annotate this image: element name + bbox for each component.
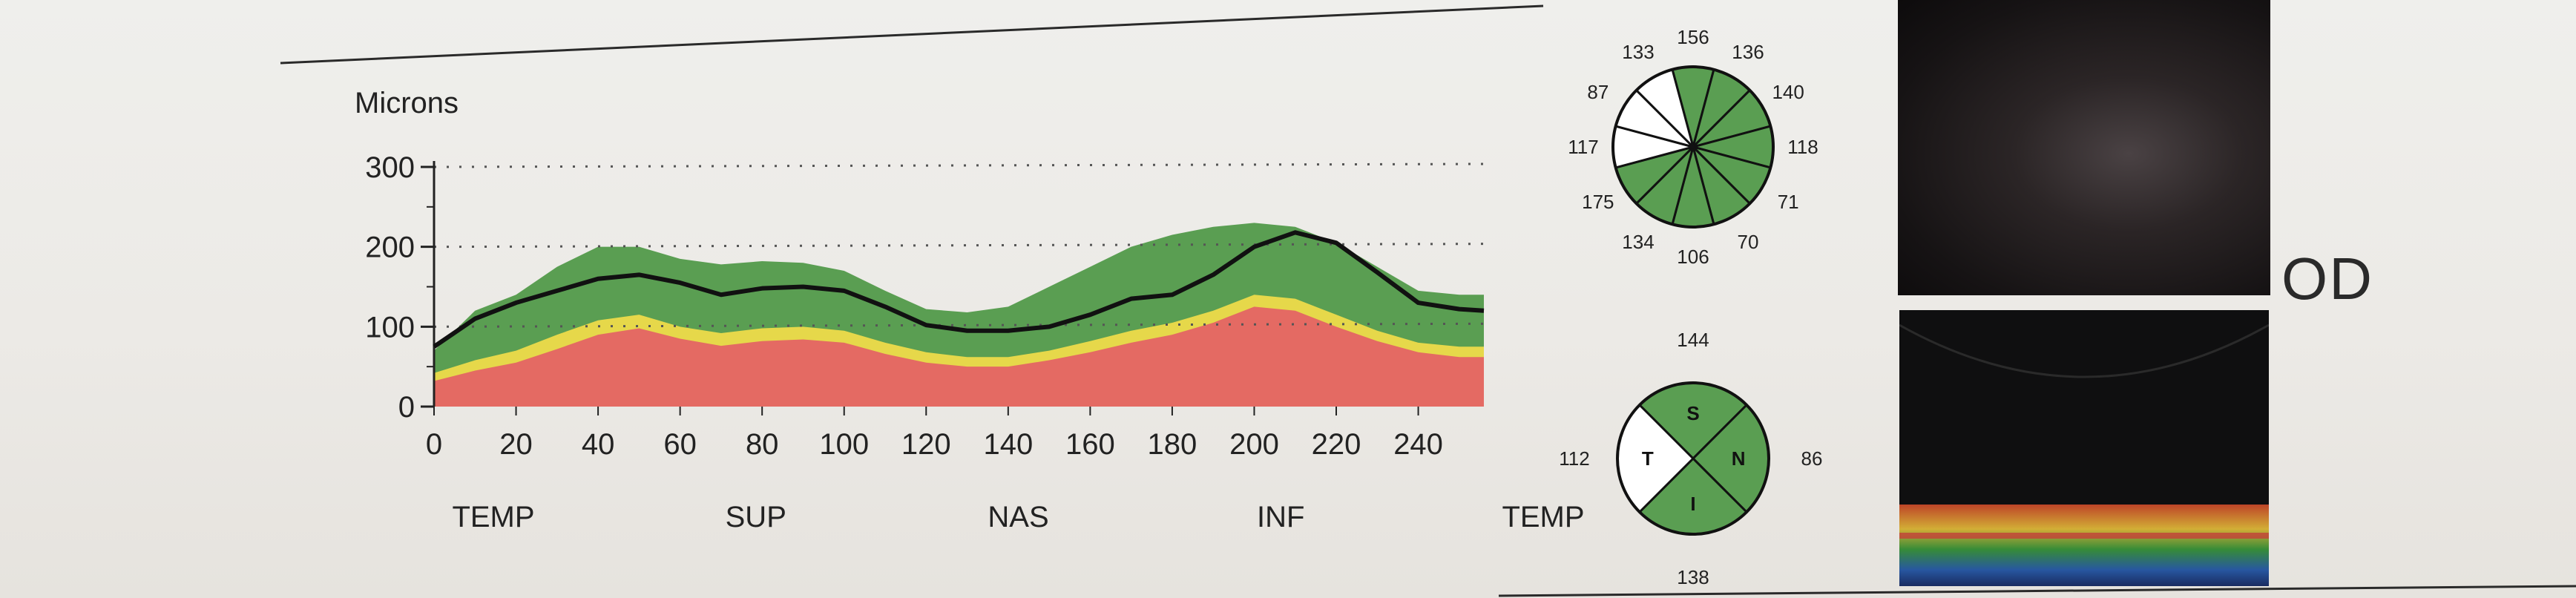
x-tick-label: 160 xyxy=(1065,428,1115,461)
sector-axis-label: TEMP xyxy=(1502,501,1584,533)
clock-sector-value: 134 xyxy=(1622,231,1654,253)
quadrant-value: 144 xyxy=(1677,329,1709,351)
quadrant-value: 86 xyxy=(1801,447,1823,470)
clock-sector-value: 70 xyxy=(1738,231,1759,253)
quadrant-chart: S 144 N 86 I 138 T 112 xyxy=(1559,329,1822,588)
clock-sector-value: 117 xyxy=(1568,136,1598,158)
sector-axis-label: NAS xyxy=(988,501,1048,533)
y-tick-label: 200 xyxy=(365,231,415,264)
y-tick-label: 0 xyxy=(398,391,415,424)
clock-sector-value: 106 xyxy=(1677,246,1709,268)
sector-axis-label: SUP xyxy=(726,501,786,533)
oct-bscan-image xyxy=(1899,310,2269,586)
x-tick-label: 180 xyxy=(1148,428,1197,461)
y-tick-label: 100 xyxy=(365,311,415,344)
measured-thickness-line xyxy=(433,230,1485,349)
x-tick-label: 0 xyxy=(426,428,442,461)
plot-area: 0 100 200 300 0 20 40 60 80 100 120 140 160 180 200 220… xyxy=(365,151,1584,533)
page-rule-bottom xyxy=(1498,585,2576,597)
quadrant-value: 138 xyxy=(1677,566,1709,588)
clock-sector-value: 87 xyxy=(1587,81,1609,103)
quadrant-letter: S xyxy=(1686,402,1699,424)
y-tick-label: 300 xyxy=(365,151,415,184)
quadrant-letter: I xyxy=(1690,493,1695,515)
x-tick-label: 60 xyxy=(663,428,697,461)
clock-sector-value: 156 xyxy=(1677,26,1709,48)
eye-label: OD xyxy=(2281,246,2373,312)
x-tick-label: 80 xyxy=(746,428,779,461)
x-tick-label: 140 xyxy=(983,428,1033,461)
clock-sector-value: 118 xyxy=(1787,136,1818,158)
clock-sector-value: 175 xyxy=(1582,191,1614,213)
sector-axis-label: TEMP xyxy=(452,501,534,533)
quadrant-letter: T xyxy=(1642,447,1654,470)
x-tick-label: 200 xyxy=(1229,428,1279,461)
clock-hour-chart: 156 136 140 118 71 70 106 134 175 117 87 133 xyxy=(1568,26,1818,268)
clock-sector-value: 136 xyxy=(1732,41,1764,63)
clock-sector-value: 71 xyxy=(1778,191,1799,213)
quadrant-value: 112 xyxy=(1559,447,1589,470)
x-tick-label: 40 xyxy=(582,428,615,461)
fundus-image xyxy=(1898,0,2270,295)
x-tick-label: 120 xyxy=(901,428,951,461)
abnormal-band xyxy=(434,306,1484,407)
clock-sector-value: 133 xyxy=(1622,41,1654,63)
sector-axis-label: INF xyxy=(1257,501,1304,533)
quadrant-letter: N xyxy=(1732,447,1746,470)
x-tick-label: 20 xyxy=(499,428,533,461)
x-tick-label: 100 xyxy=(819,428,869,461)
clock-outline xyxy=(1611,65,1775,229)
y-axis-title: Microns xyxy=(355,87,459,119)
x-tick-label: 220 xyxy=(1312,428,1361,461)
x-tick-label: 240 xyxy=(1393,428,1443,461)
clock-sector-value: 140 xyxy=(1772,81,1804,103)
page-rule-top xyxy=(280,4,1544,65)
quadrant-outline xyxy=(1616,381,1770,536)
grid-line xyxy=(433,162,1485,168)
oct-bscan-art xyxy=(1899,323,2269,586)
